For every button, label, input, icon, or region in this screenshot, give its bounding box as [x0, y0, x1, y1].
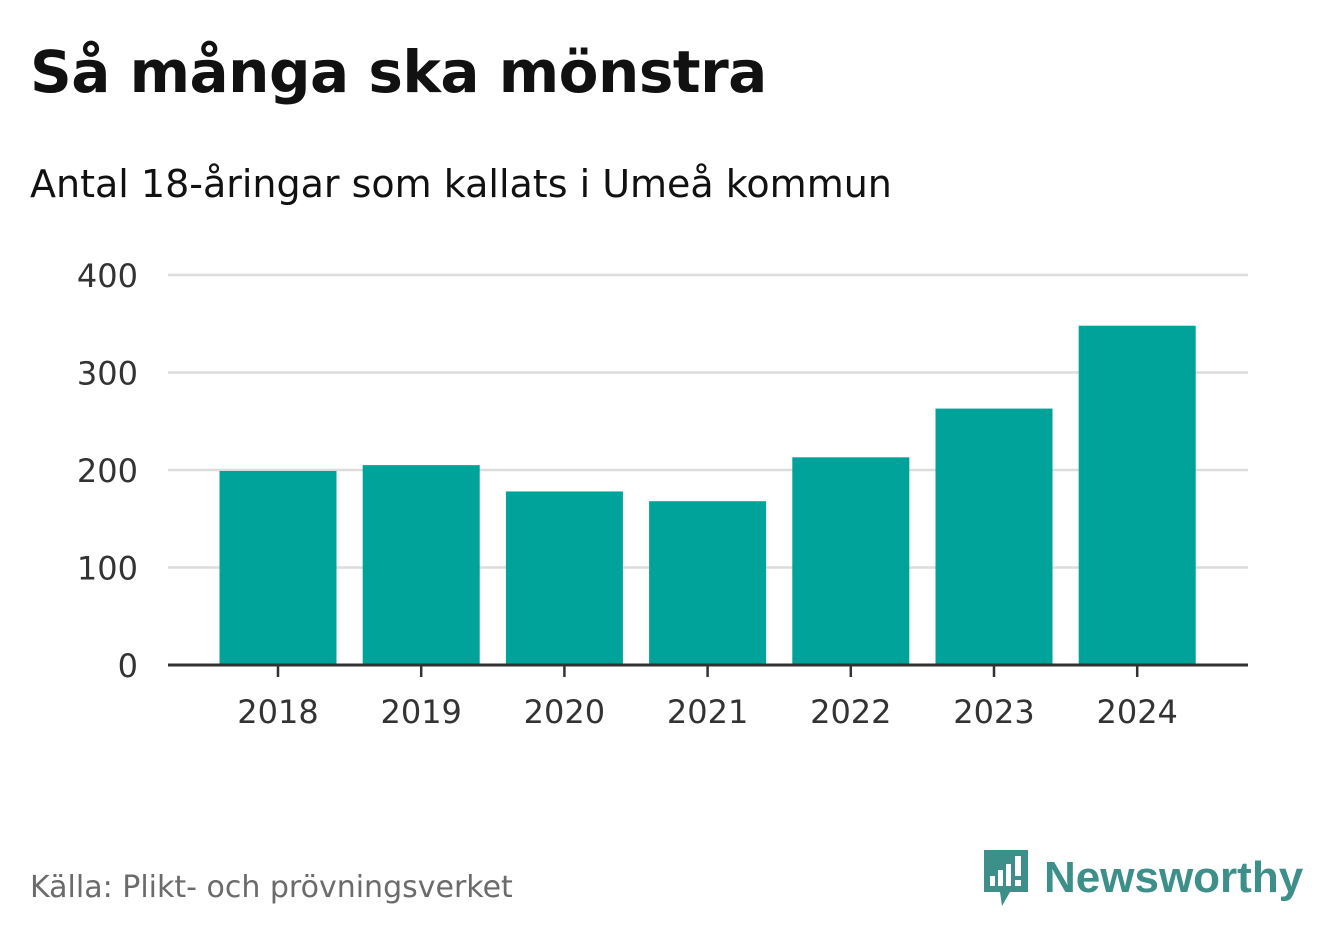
x-tick-label-2022: 2022 — [810, 693, 891, 731]
x-tick-label-2018: 2018 — [237, 693, 318, 731]
bar-2024 — [1078, 325, 1196, 665]
x-axis-ticks: 2018 2019 2020 2021 2022 2023 2024 — [168, 663, 1248, 731]
bar-2023 — [935, 408, 1053, 665]
bar-2019 — [362, 465, 480, 665]
y-tick-label-0: 0 — [118, 647, 138, 685]
bar-2022 — [792, 457, 910, 665]
chart-title: Så många ska mönstra — [30, 38, 767, 106]
bar-2020 — [505, 491, 623, 665]
y-tick-label-300: 300 — [77, 355, 138, 393]
y-tick-label-400: 400 — [77, 257, 138, 295]
bar-2018 — [219, 470, 337, 665]
y-tick-label-200: 200 — [77, 452, 138, 490]
x-tick-label-2020: 2020 — [524, 693, 605, 731]
newsworthy-logo-icon — [984, 850, 1028, 906]
brand-name: Newsworthy — [1044, 853, 1304, 902]
source-note: Källa: Plikt- och prövningsverket — [30, 870, 513, 905]
y-tick-label-100: 100 — [77, 550, 138, 588]
bars — [219, 325, 1196, 665]
brand-logo: Newsworthy — [980, 848, 1303, 908]
x-tick-label-2021: 2021 — [667, 693, 748, 731]
x-tick-label-2019: 2019 — [380, 693, 461, 731]
bar-2021 — [649, 501, 767, 665]
x-tick-label-2024: 2024 — [1096, 693, 1177, 731]
chart-subtitle: Antal 18-åringar som kallats i Umeå komm… — [30, 162, 892, 206]
x-tick-label-2023: 2023 — [953, 693, 1034, 731]
y-axis-ticks: 0 100 200 300 400 — [77, 257, 138, 685]
